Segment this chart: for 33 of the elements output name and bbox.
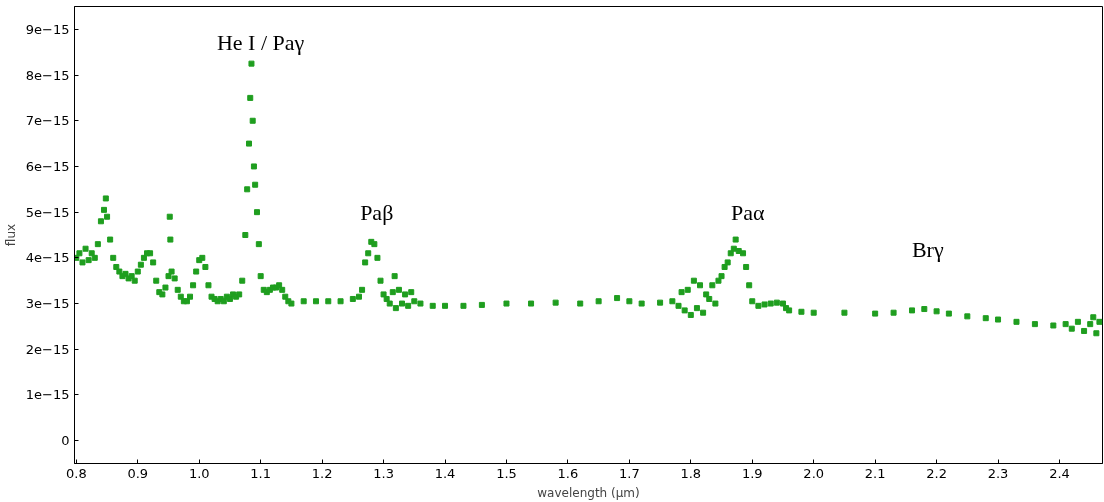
x-tick-label: 1.1 <box>250 465 272 481</box>
x-tick-label: 1.2 <box>311 465 333 481</box>
x-tick-label: 1.0 <box>188 465 210 481</box>
x-tick-label: 2.3 <box>987 465 1009 481</box>
annotation: He I / Paγ <box>216 30 305 56</box>
y-tick-label: 0 <box>61 433 70 449</box>
y-tick-label: 6e−15 <box>25 158 70 174</box>
x-tick-label: 2.4 <box>1049 465 1070 481</box>
y-tick-label: 8e−15 <box>25 67 70 83</box>
y-tick-label: 7e−15 <box>25 113 70 129</box>
x-tick-label: 1.3 <box>373 465 394 481</box>
x-tick-label: 1.4 <box>434 465 456 481</box>
x-tick-label: 2.2 <box>926 465 947 481</box>
x-tick-label: 1.9 <box>741 465 763 481</box>
y-tick-label: 1e−15 <box>25 387 70 403</box>
y-tick-label: 4e−15 <box>25 250 70 266</box>
x-tick-label: 2.0 <box>803 465 825 481</box>
x-tick-label: 2.1 <box>864 465 886 481</box>
y-tick-label: 2e−15 <box>25 341 70 357</box>
annotation: Paβ <box>360 199 394 225</box>
x-tick-label: 1.5 <box>496 465 517 481</box>
x-tick-label: 1.8 <box>680 465 702 481</box>
x-tick-label: 0.9 <box>127 465 149 481</box>
y-tick-label: 3e−15 <box>25 296 70 312</box>
y-tick-label: 5e−15 <box>25 204 70 220</box>
x-axis-title: wavelength (µm) <box>537 485 640 500</box>
annotation: Paα <box>731 199 766 225</box>
annotation: Brγ <box>911 237 944 263</box>
x-tick-label: 0.8 <box>66 465 87 481</box>
x-tick-label: 1.6 <box>557 465 579 481</box>
y-axis-title: flux <box>3 223 18 247</box>
y-tick-label: 9e−15 <box>25 21 70 37</box>
x-tick-label: 1.7 <box>619 465 640 481</box>
